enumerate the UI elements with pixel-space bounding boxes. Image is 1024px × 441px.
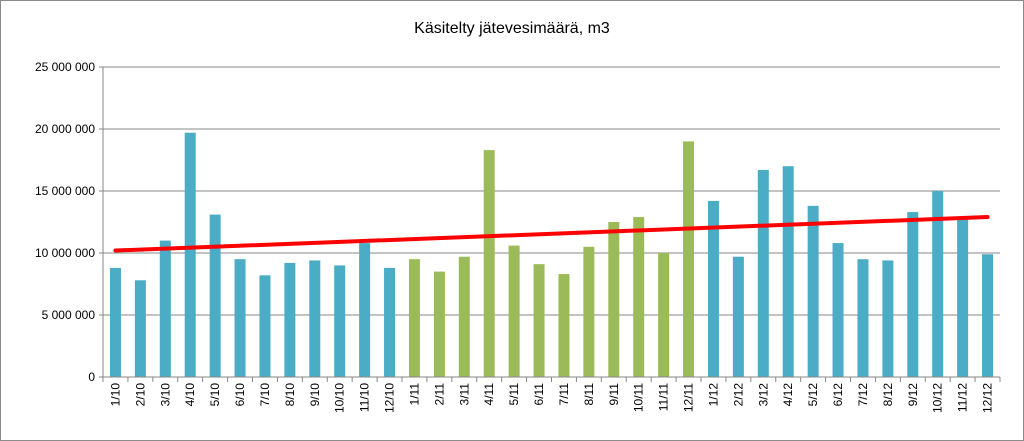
x-tick-label: 3/11: [457, 383, 471, 406]
x-tick-label: 1/10: [108, 383, 122, 407]
bar: [408, 259, 420, 377]
bar: [807, 205, 819, 377]
bar: [184, 132, 196, 377]
x-tick-label: 8/12: [881, 383, 895, 407]
bars: [109, 132, 994, 377]
bar: [433, 271, 445, 377]
x-tick-label: 5/11: [507, 383, 521, 406]
bar: [707, 200, 719, 377]
x-tick-label: 8/11: [582, 383, 596, 406]
x-tick-label: 4/12: [781, 383, 795, 407]
bar: [832, 243, 844, 377]
x-tick-label: 4/11: [482, 383, 496, 406]
x-tick-label: 5/10: [208, 383, 222, 407]
trendline-group: [113, 215, 990, 253]
bar: [483, 150, 495, 377]
y-tick-label: 10 000 000: [35, 246, 95, 260]
bar: [982, 254, 994, 377]
x-tick-label: 2/10: [133, 383, 147, 407]
y-tick-label: 15 000 000: [35, 184, 95, 198]
x-tick-label: 3/12: [756, 383, 770, 407]
bar: [134, 280, 146, 377]
bar: [384, 267, 396, 377]
bar: [683, 141, 695, 377]
bar: [932, 191, 944, 377]
x-tick-label: 3/10: [158, 383, 172, 407]
x-tick-label: 6/10: [233, 383, 247, 407]
bar: [757, 169, 769, 377]
bar: [458, 256, 470, 377]
bar: [109, 267, 121, 377]
x-tick-label: 5/12: [806, 383, 820, 407]
x-tick-label: 12/11: [682, 383, 696, 412]
x-tick-label: 1/12: [706, 383, 720, 407]
x-tick-label: 10/11: [632, 383, 646, 412]
bar: [558, 274, 570, 377]
bar: [583, 246, 595, 377]
bar: [782, 166, 794, 377]
bar: [259, 275, 271, 377]
x-tick-label: 11/11: [657, 383, 671, 412]
x-tick-label: 11/10: [358, 383, 372, 412]
bar: [359, 243, 371, 377]
x-tick-label: 7/11: [557, 383, 571, 406]
x-tick-label: 12/12: [981, 383, 995, 413]
bar: [309, 260, 321, 377]
trendline: [113, 215, 990, 253]
x-tick-label: 1/11: [407, 383, 421, 406]
bar: [658, 253, 670, 377]
bar: [508, 245, 520, 377]
x-tick-label: 6/12: [831, 383, 845, 407]
y-tick-label: 20 000 000: [35, 122, 95, 136]
gridlines: [103, 66, 1000, 316]
bar: [857, 259, 869, 377]
x-tick-label: 2/11: [432, 383, 446, 406]
y-tick-label: 0: [88, 370, 95, 384]
bar: [732, 256, 744, 377]
bar: [334, 265, 346, 377]
bar: [957, 219, 969, 377]
bar: [533, 264, 545, 377]
bar: [284, 262, 296, 377]
x-axis-ticks: 1/10 2/10 3/10 4/10 5/10 6/10 7/10 8/10 9/10 10/1…: [102, 377, 1001, 413]
chart-title: Käsitelty jätevesimäärä, m3: [414, 20, 610, 37]
x-tick-label: 10/10: [333, 383, 347, 413]
bar: [907, 212, 919, 377]
bar: [608, 222, 620, 377]
x-tick-label: 6/11: [532, 383, 546, 406]
bar: [633, 217, 645, 377]
x-tick-label: 7/12: [856, 383, 870, 407]
x-tick-label: 9/11: [607, 383, 621, 406]
x-tick-label: 4/10: [183, 383, 197, 407]
x-tick-label: 9/12: [906, 383, 920, 407]
x-tick-label: 8/10: [283, 383, 297, 407]
bar: [209, 214, 221, 377]
x-tick-label: 7/10: [258, 383, 272, 407]
x-tick-label: 12/10: [383, 383, 397, 413]
bar: [159, 240, 171, 377]
bar: [234, 259, 246, 377]
x-tick-label: 10/12: [931, 383, 945, 413]
x-tick-label: 11/12: [956, 383, 970, 412]
x-tick-label: 9/10: [308, 383, 322, 407]
y-axis-ticks: 0 5 000 000 10 000 000 15 000 000 20 000 000…: [35, 60, 103, 384]
y-tick-label: 25 000 000: [35, 60, 95, 74]
x-tick-label: 2/12: [731, 383, 745, 407]
bar: [882, 260, 894, 377]
y-tick-label: 5 000 000: [42, 308, 96, 322]
